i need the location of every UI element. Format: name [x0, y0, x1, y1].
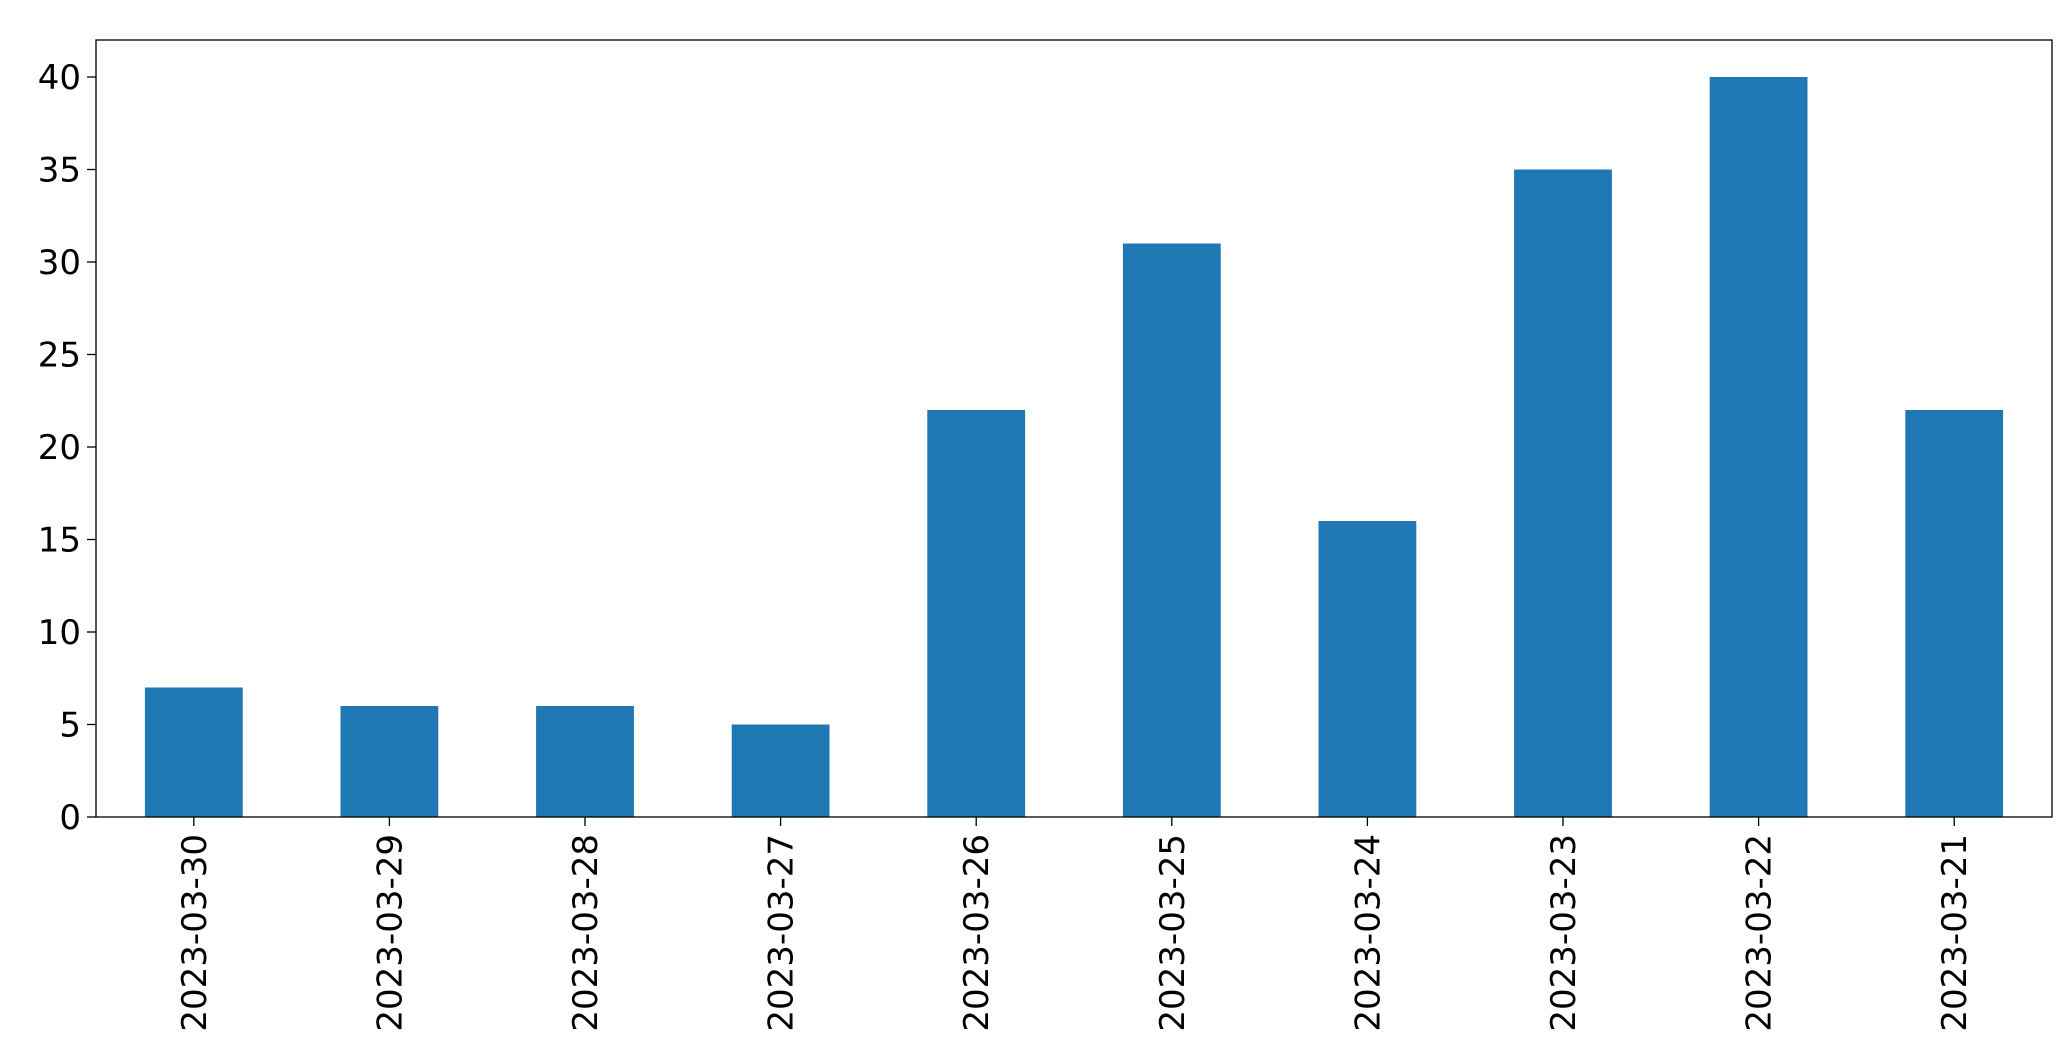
y-tick-label: 5	[59, 706, 81, 746]
bar	[731, 724, 830, 817]
bar	[1709, 77, 1808, 817]
bar	[1122, 243, 1221, 817]
bar	[1905, 410, 2004, 817]
bar	[927, 410, 1026, 817]
x-tick-label: 2023-03-23	[1544, 834, 1584, 1032]
bar	[1318, 521, 1417, 817]
bar	[1514, 169, 1612, 817]
bar	[536, 706, 634, 817]
bar	[340, 706, 439, 817]
y-tick-label: 35	[38, 151, 81, 191]
x-tick-label: 2023-03-22	[1740, 834, 1780, 1032]
x-tick-label: 2023-03-21	[1935, 834, 1975, 1032]
x-tick-label: 2023-03-27	[762, 834, 802, 1032]
x-tick-label: 2023-03-29	[370, 834, 410, 1032]
y-tick-label: 25	[38, 336, 81, 376]
y-tick-label: 10	[38, 613, 81, 653]
y-tick-label: 15	[38, 521, 81, 561]
x-tick-label: 2023-03-24	[1348, 834, 1388, 1032]
y-tick-label: 30	[38, 243, 81, 283]
x-tick-label: 2023-03-26	[957, 834, 997, 1032]
x-tick-label: 2023-03-30	[175, 834, 215, 1032]
x-tick-label: 2023-03-28	[566, 834, 606, 1032]
bar	[144, 687, 243, 817]
x-tick-label: 2023-03-25	[1153, 834, 1193, 1032]
y-tick-label: 20	[38, 428, 81, 468]
y-tick-label: 40	[38, 58, 81, 98]
plot-frame	[95, 39, 2053, 818]
y-tick-label: 0	[59, 798, 81, 838]
